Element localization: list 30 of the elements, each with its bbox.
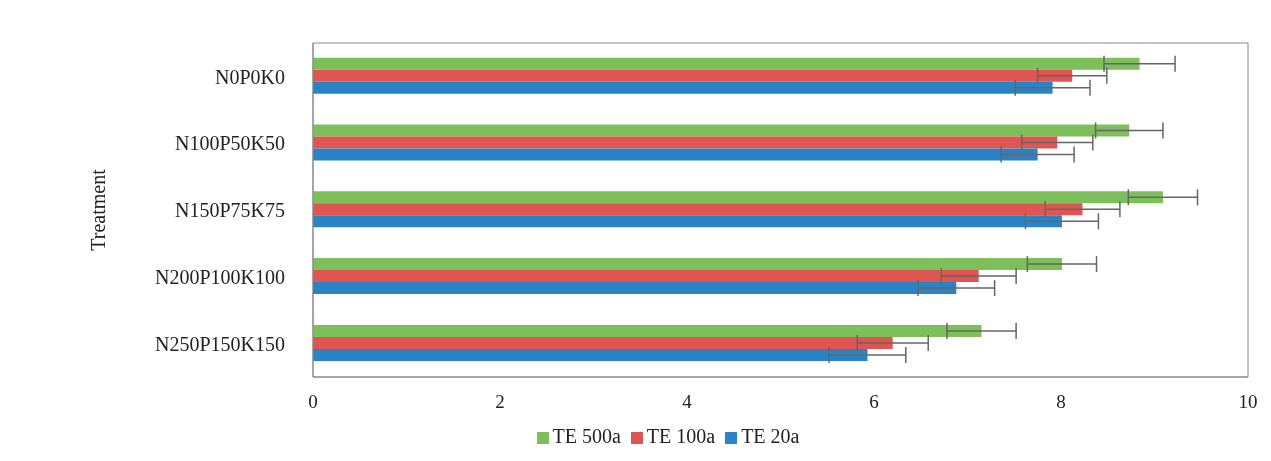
bar bbox=[313, 81, 1053, 94]
legend-label: TE 100a bbox=[646, 425, 716, 447]
y-tick-label: N100P50K50 bbox=[174, 132, 285, 155]
bar bbox=[313, 324, 982, 337]
legend-label: TE 500a bbox=[552, 425, 621, 447]
bar bbox=[313, 191, 1163, 204]
y-tick-label: N150P75K75 bbox=[174, 199, 285, 222]
bar bbox=[313, 258, 1062, 271]
y-tick-label: N0P0K0 bbox=[214, 65, 285, 88]
x-tick-label: 4 bbox=[682, 391, 693, 413]
x-tick-label: 0 bbox=[308, 391, 318, 413]
bar bbox=[313, 203, 1083, 216]
bar bbox=[313, 57, 1140, 70]
bar bbox=[313, 336, 893, 349]
x-tick-label: 2 bbox=[495, 391, 505, 413]
bar bbox=[313, 148, 1038, 161]
x-tick-label: 6 bbox=[869, 391, 879, 413]
x-tick-label: 10 bbox=[1238, 391, 1258, 413]
y-tick-label: N200P100K100 bbox=[154, 265, 285, 288]
bar bbox=[313, 270, 979, 283]
bar bbox=[313, 124, 1130, 137]
legend-label: TE 20a bbox=[741, 425, 800, 447]
y-axis-title: Treatment bbox=[87, 168, 110, 251]
bar bbox=[313, 69, 1073, 82]
bar bbox=[313, 215, 1062, 228]
y-tick-label: N250P150K150 bbox=[154, 332, 285, 355]
bar bbox=[313, 348, 868, 361]
bar bbox=[313, 282, 957, 295]
bar bbox=[313, 136, 1058, 149]
x-tick-label: 8 bbox=[1056, 391, 1066, 413]
